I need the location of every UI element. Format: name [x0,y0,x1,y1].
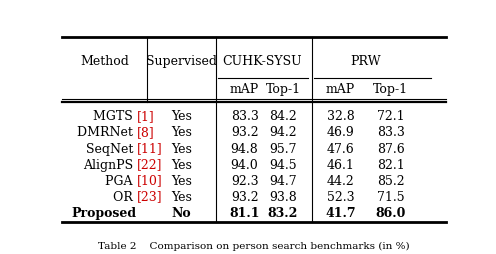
Text: mAP: mAP [230,83,259,96]
Text: Yes: Yes [171,158,192,171]
Text: 32.8: 32.8 [327,110,355,123]
Text: 41.7: 41.7 [325,207,356,220]
Text: [8]: [8] [137,126,155,139]
Text: Yes: Yes [171,126,192,139]
Text: Yes: Yes [171,174,192,187]
Text: 94.8: 94.8 [231,142,258,155]
Text: 46.1: 46.1 [327,158,355,171]
Text: Supervised: Supervised [146,55,217,68]
Text: [22]: [22] [137,158,163,171]
Text: 85.2: 85.2 [377,174,404,187]
Text: 84.2: 84.2 [269,110,297,123]
Text: 83.2: 83.2 [268,207,298,220]
Text: 52.3: 52.3 [327,190,355,204]
Text: CUHK-SYSU: CUHK-SYSU [222,55,302,68]
Text: 92.3: 92.3 [231,174,258,187]
Text: [23]: [23] [137,190,163,204]
Text: 94.2: 94.2 [269,126,297,139]
Text: 87.6: 87.6 [377,142,405,155]
Text: 93.8: 93.8 [269,190,297,204]
Text: 47.6: 47.6 [327,142,355,155]
Text: Proposed: Proposed [72,207,137,220]
Text: Method: Method [80,55,129,68]
Text: AlignPS: AlignPS [83,158,137,171]
Text: 83.3: 83.3 [231,110,258,123]
Text: [1]: [1] [137,110,155,123]
Text: Table 2    Comparison on person search benchmarks (in %): Table 2 Comparison on person search benc… [98,242,410,251]
Text: 71.5: 71.5 [377,190,404,204]
Text: [11]: [11] [137,142,163,155]
Text: 83.3: 83.3 [377,126,405,139]
Text: PGA: PGA [106,174,137,187]
Text: 94.5: 94.5 [269,158,297,171]
Text: 93.2: 93.2 [231,126,258,139]
Text: 82.1: 82.1 [377,158,405,171]
Text: OR: OR [113,190,137,204]
Text: No: No [172,207,191,220]
Text: 95.7: 95.7 [269,142,297,155]
Text: MGTS: MGTS [93,110,137,123]
Text: 81.1: 81.1 [229,207,260,220]
Text: Top-1: Top-1 [265,83,301,96]
Text: Yes: Yes [171,110,192,123]
Text: Yes: Yes [171,190,192,204]
Text: 46.9: 46.9 [327,126,355,139]
Text: mAP: mAP [326,83,355,96]
Text: Yes: Yes [171,142,192,155]
Text: 94.7: 94.7 [269,174,297,187]
Text: Top-1: Top-1 [373,83,408,96]
Text: 94.0: 94.0 [231,158,258,171]
Text: SeqNet: SeqNet [86,142,137,155]
Text: 93.2: 93.2 [231,190,258,204]
Text: 72.1: 72.1 [377,110,404,123]
Text: DMRNet: DMRNet [77,126,137,139]
Text: PRW: PRW [350,55,381,68]
Text: 86.0: 86.0 [375,207,406,220]
Text: [10]: [10] [137,174,163,187]
Text: 44.2: 44.2 [327,174,355,187]
